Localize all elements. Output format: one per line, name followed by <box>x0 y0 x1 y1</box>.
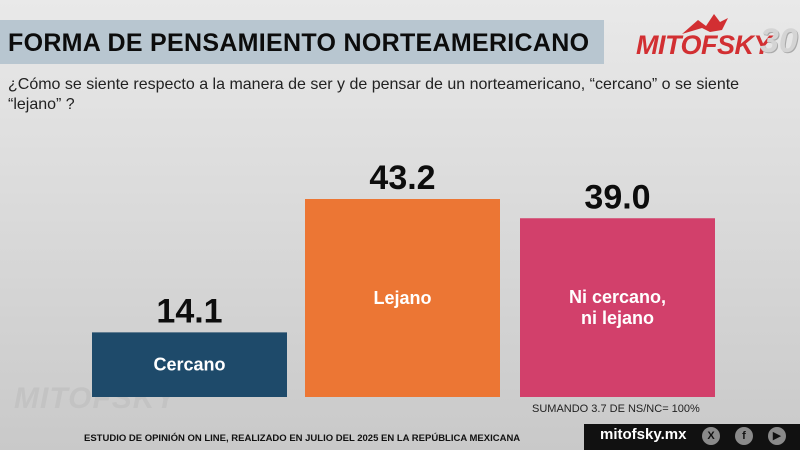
bar-2 <box>305 199 500 397</box>
youtube-icon[interactable]: ▶ <box>768 427 786 445</box>
site-link[interactable]: mitofsky.mx <box>600 426 687 443</box>
footer-bar <box>584 424 800 450</box>
title-band <box>0 20 604 64</box>
survey-question: ¿Cómo se siente respecto a la manera de … <box>8 76 740 113</box>
bar-1 <box>92 332 287 397</box>
footnote: SUMANDO 3.7 DE NS/NC= 100% <box>532 403 700 415</box>
value-label-2: 43.2 <box>369 159 435 197</box>
mitofsky-logo: MITOFSKY 30 <box>636 12 798 68</box>
value-label-3: 39.0 <box>584 178 650 216</box>
category-label-1: Cercano <box>153 355 225 375</box>
bird-logo-icon <box>682 14 728 34</box>
value-label-1: 14.1 <box>156 292 222 330</box>
bar-3 <box>520 218 715 397</box>
logo-number: 30 <box>760 22 798 60</box>
page-title: FORMA DE PENSAMIENTO NORTEAMERICANO <box>8 29 590 57</box>
logo-text: MITOFSKY <box>636 30 772 60</box>
facebook-icon[interactable]: f <box>735 427 753 445</box>
category-label-2: Lejano <box>373 288 431 308</box>
source-note: ESTUDIO DE OPINIÓN ON LINE, REALIZADO EN… <box>84 433 521 444</box>
category-label-3: Ni cercano, ni lejano <box>569 287 666 328</box>
x-icon[interactable]: X <box>702 427 720 445</box>
